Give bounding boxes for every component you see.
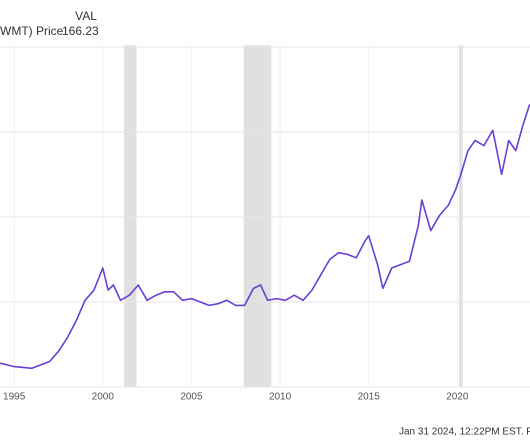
- footer: Jan 31 2024, 12:22PM EST. Powered b: [399, 427, 530, 438]
- series-label: WMT) Price: [0, 24, 64, 38]
- recession-band: [459, 45, 463, 388]
- x-tick-label: 2005: [180, 392, 203, 403]
- x-tick-label: 1995: [3, 392, 26, 403]
- x-tick-label: 2000: [92, 392, 115, 403]
- recession-band: [243, 45, 272, 388]
- last-value: 166.23: [62, 24, 99, 38]
- x-tick-label: 2015: [358, 392, 381, 403]
- recession-band: [124, 45, 137, 388]
- x-tick-label: 2010: [269, 392, 292, 403]
- price-line: [0, 104, 530, 370]
- legend-header: VAL: [75, 9, 97, 23]
- x-tick-label: 2020: [446, 392, 469, 403]
